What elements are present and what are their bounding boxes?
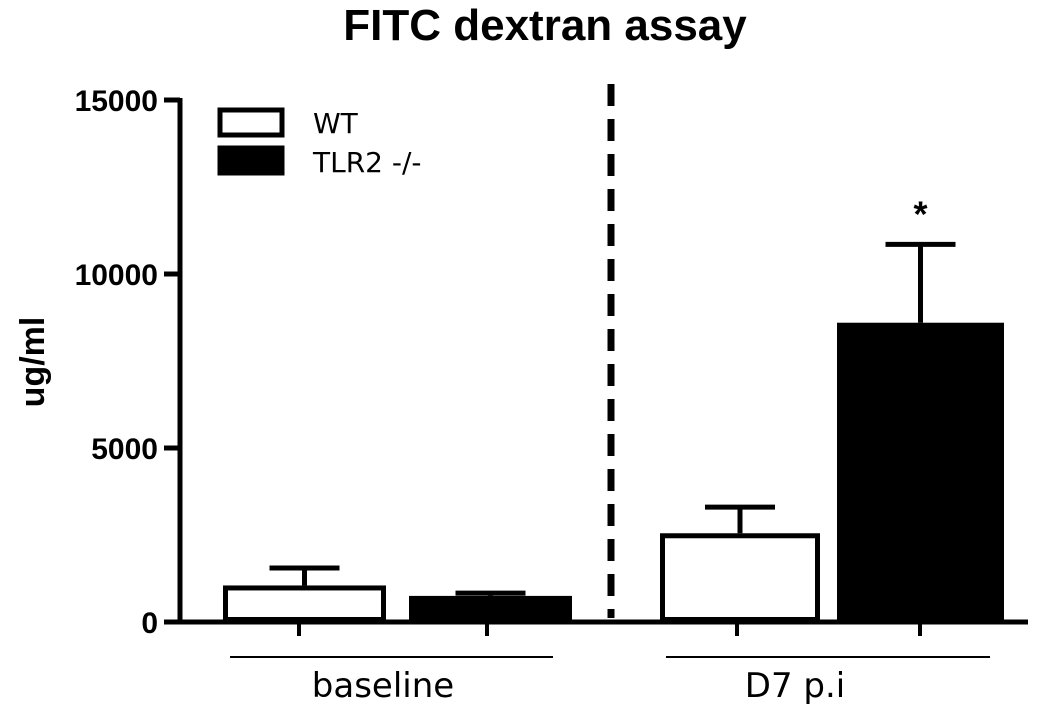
legend-swatch-tlr2 xyxy=(217,145,285,176)
significance-marker: * xyxy=(913,193,927,234)
legend-swatch-wt xyxy=(217,107,285,138)
bar xyxy=(223,585,386,623)
y-tick-label: 0 xyxy=(141,607,158,640)
legend-label-wt: WT xyxy=(313,107,359,140)
bar xyxy=(660,533,820,623)
category-label-d7: D7 p.i xyxy=(745,666,845,706)
legend-label-tlr2: TLR2 -/- xyxy=(312,146,422,179)
y-tick-label: 10000 xyxy=(75,259,158,292)
y-tick-label: 5000 xyxy=(91,433,158,466)
bar xyxy=(409,595,572,623)
legend: WT TLR2 -/- xyxy=(217,107,422,179)
y-axis-label: ug/ml xyxy=(14,317,52,408)
chart-title: FITC dextran assay xyxy=(343,1,747,50)
category-label-baseline: baseline xyxy=(312,666,454,706)
y-tick-label: 15000 xyxy=(75,85,158,118)
bar xyxy=(837,322,1004,622)
